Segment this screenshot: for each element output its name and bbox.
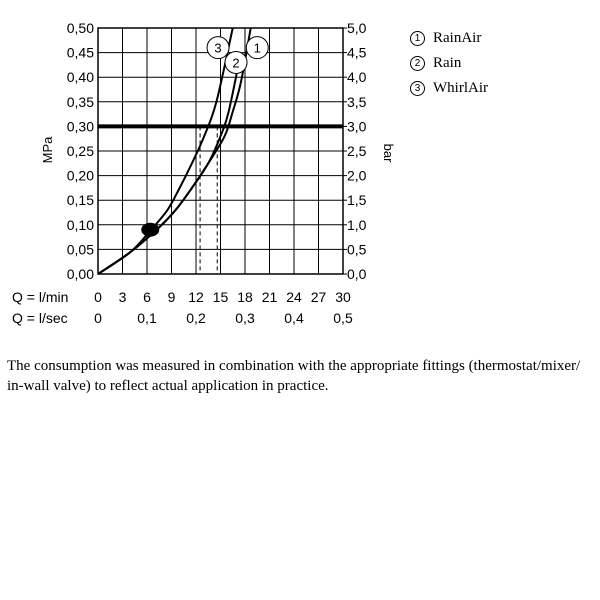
curve-junction-blob bbox=[141, 222, 160, 237]
y-axis-label-left: MPa bbox=[40, 136, 55, 164]
legend-label: RainAir bbox=[433, 30, 482, 46]
x-tick-lmin: 30 bbox=[335, 289, 351, 305]
y-tick-left: 0,05 bbox=[67, 241, 94, 257]
x-tick-lmin: 12 bbox=[188, 289, 204, 305]
y-tick-left: 0,00 bbox=[67, 266, 94, 282]
x-tick-lsec: 0,1 bbox=[137, 310, 157, 326]
x-tick-lmin: 18 bbox=[237, 289, 253, 305]
series-line-2 bbox=[97, 52, 242, 275]
y-tick-right: 0,0 bbox=[347, 266, 367, 282]
legend-item-rainair: 1 RainAir bbox=[410, 26, 488, 51]
curve-marker-label: 1 bbox=[254, 41, 261, 56]
x-row-label-lsec: Q = l/sec bbox=[12, 310, 68, 326]
curve-marker-3 bbox=[206, 36, 230, 60]
curve-marker-2 bbox=[224, 50, 248, 74]
x-tick-lmin: 6 bbox=[143, 289, 151, 305]
y-tick-left: 0,35 bbox=[67, 94, 94, 110]
chart-grid bbox=[97, 27, 347, 275]
legend-label: Rain bbox=[433, 55, 462, 71]
y-tick-left: 0,25 bbox=[67, 143, 94, 159]
curve-marker-1 bbox=[245, 36, 269, 60]
chart-series bbox=[97, 27, 252, 275]
legend-item-rain: 2 Rain bbox=[410, 51, 488, 76]
tick-labels: 0,000,050,100,150,200,250,300,350,400,45… bbox=[67, 20, 367, 326]
legend-item-whirlair: 3 WhirlAir bbox=[410, 76, 488, 101]
y-tick-left: 0,50 bbox=[67, 20, 94, 36]
x-tick-lsec: 0,2 bbox=[186, 310, 206, 326]
legend-label: WhirlAir bbox=[433, 80, 488, 96]
y-tick-right: 4,5 bbox=[347, 45, 367, 61]
y-tick-right: 1,0 bbox=[347, 217, 367, 233]
y-tick-right: 4,0 bbox=[347, 69, 367, 85]
x-tick-lmin: 9 bbox=[168, 289, 176, 305]
pressure-flow-chart: 321 0,000,050,100,150,200,250,300,350,40… bbox=[12, 20, 396, 326]
y-tick-left: 0,15 bbox=[67, 192, 94, 208]
y-tick-left: 0,45 bbox=[67, 45, 94, 61]
y-tick-right: 3,0 bbox=[347, 118, 367, 134]
y-tick-right: 2,5 bbox=[347, 143, 367, 159]
x-row-label-lmin: Q = l/min bbox=[12, 289, 68, 305]
x-tick-lmin: 15 bbox=[213, 289, 229, 305]
series-line-3 bbox=[97, 27, 234, 275]
x-tick-lmin: 3 bbox=[119, 289, 127, 305]
x-tick-lmin: 21 bbox=[262, 289, 278, 305]
curve-marker-label: 3 bbox=[214, 41, 221, 56]
x-tick-lmin: 27 bbox=[311, 289, 327, 305]
x-tick-lsec: 0,5 bbox=[333, 310, 353, 326]
curve-markers: 321 bbox=[206, 36, 269, 74]
y-tick-right: 2,0 bbox=[347, 168, 367, 184]
x-tick-lsec: 0,3 bbox=[235, 310, 255, 326]
consumption-footnote: The consumption was measured in combinat… bbox=[7, 358, 581, 394]
chart-legend: 1 RainAir 2 Rain 3 WhirlAir bbox=[410, 26, 488, 101]
y-tick-left: 0,30 bbox=[67, 118, 94, 134]
x-tick-lmin: 0 bbox=[94, 289, 102, 305]
y-tick-left: 0,10 bbox=[67, 217, 94, 233]
y-tick-right: 5,0 bbox=[347, 20, 367, 36]
curve-marker-label: 2 bbox=[232, 55, 239, 70]
legend-number-icon: 1 bbox=[410, 31, 425, 46]
y-tick-left: 0,40 bbox=[67, 69, 94, 85]
y-tick-right: 1,5 bbox=[347, 192, 367, 208]
y-tick-left: 0,20 bbox=[67, 168, 94, 184]
x-tick-lsec: 0,4 bbox=[284, 310, 304, 326]
x-tick-lmin: 24 bbox=[286, 289, 302, 305]
legend-number-icon: 2 bbox=[410, 56, 425, 71]
y-tick-right: 0,5 bbox=[347, 241, 367, 257]
legend-number-icon: 3 bbox=[410, 81, 425, 96]
y-tick-right: 3,5 bbox=[347, 94, 367, 110]
x-tick-lsec: 0 bbox=[94, 310, 102, 326]
y-axis-label-right: bar bbox=[381, 144, 396, 163]
